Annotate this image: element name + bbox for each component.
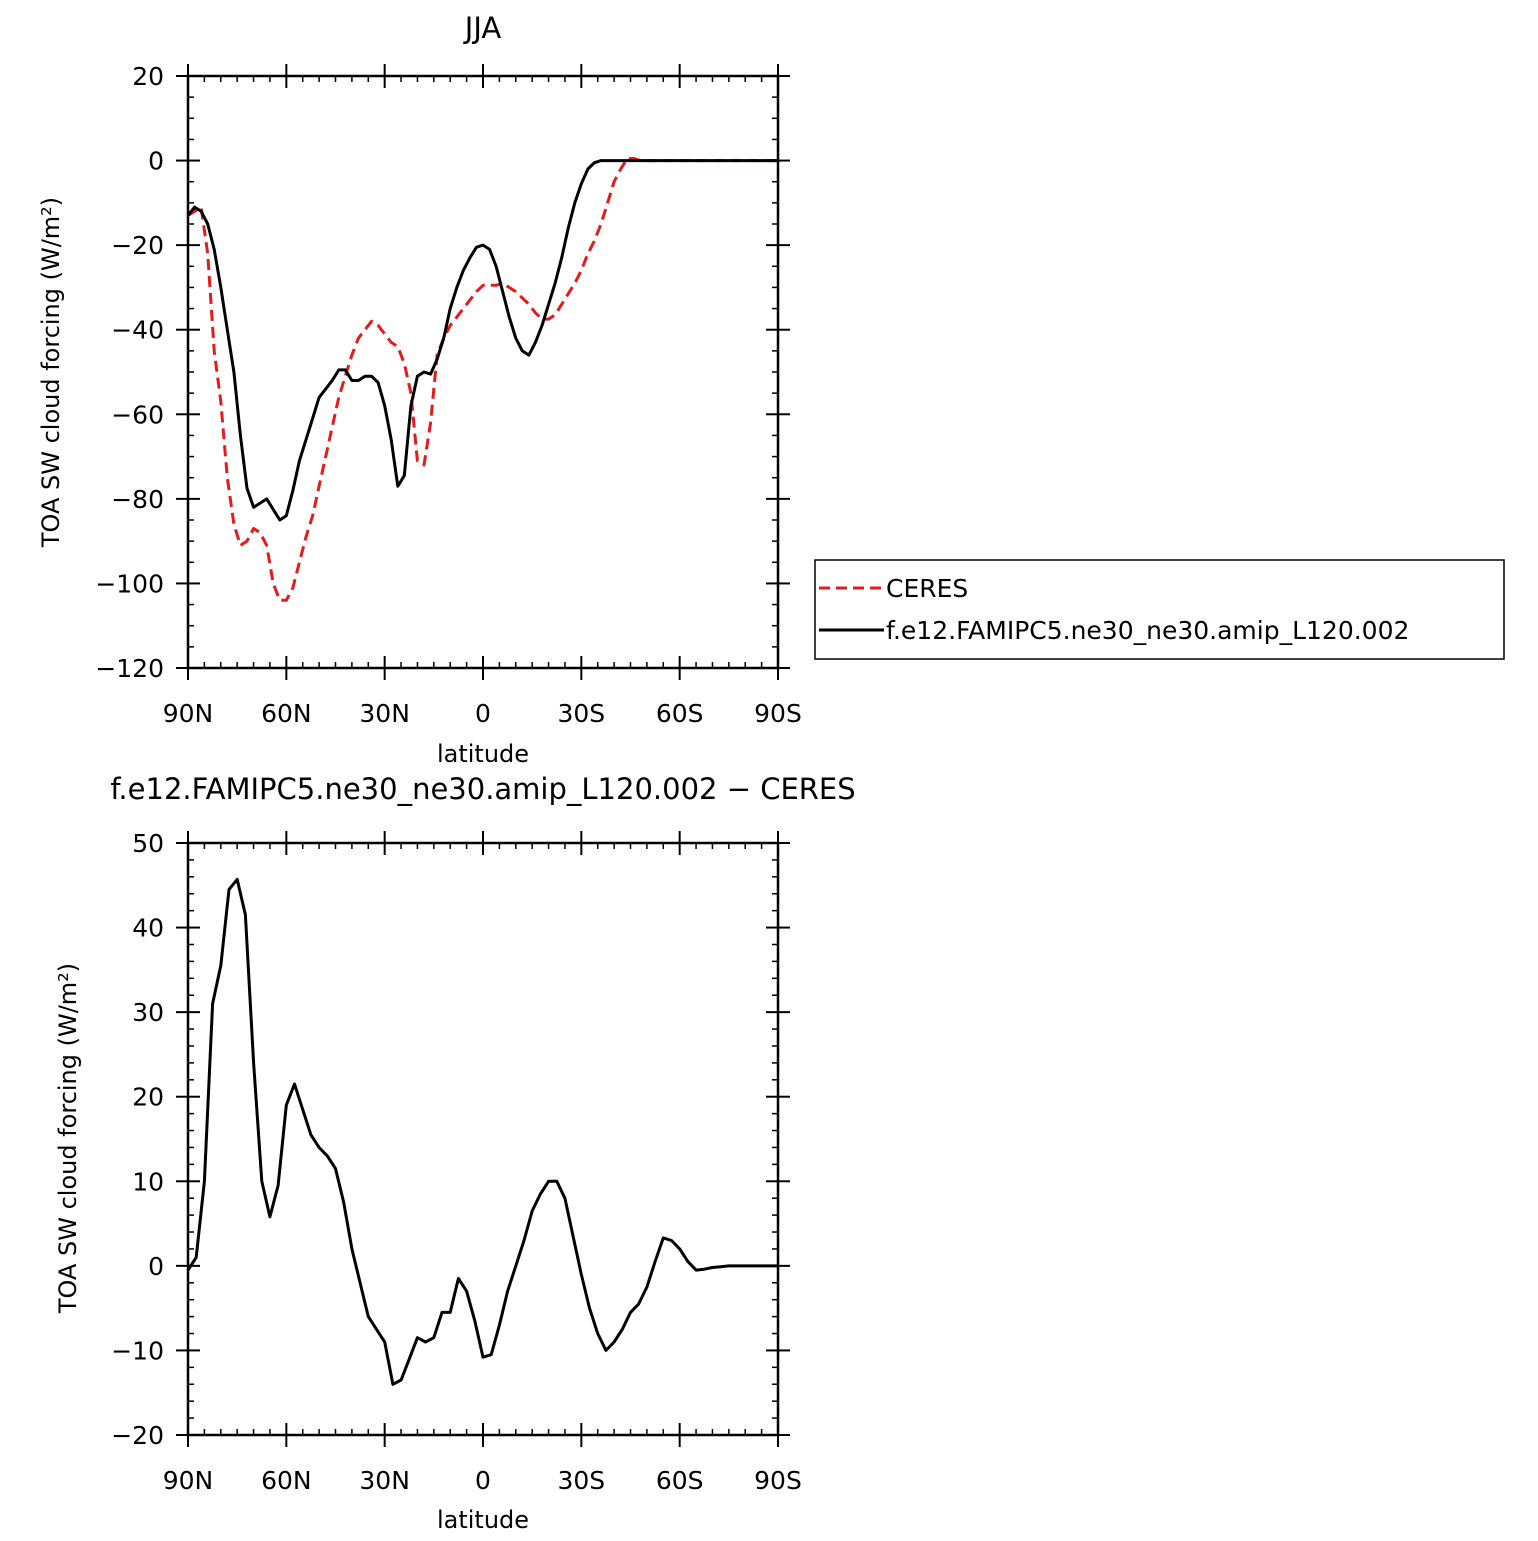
legend-box xyxy=(814,559,1505,660)
y-tick-label: −20 xyxy=(111,231,164,260)
top-x-tick-labels: 90N 60N 30N 0 30S 60S 90S xyxy=(163,699,802,728)
x-tick-label: 30S xyxy=(557,1466,605,1495)
y-tick-label: −60 xyxy=(111,400,164,429)
x-tick-label: 90S xyxy=(754,699,802,728)
x-tick-label: 60N xyxy=(261,1466,312,1495)
x-tick-label: 30N xyxy=(359,699,410,728)
top-series-lines xyxy=(186,157,778,602)
x-tick-label: 60N xyxy=(261,699,312,728)
bottom-x-axis-title: latitude xyxy=(437,1506,529,1534)
y-tick-label: −10 xyxy=(111,1336,164,1365)
y-tick-label: 20 xyxy=(132,62,164,91)
top-plot-title: JJA xyxy=(463,11,502,45)
y-tick-label: 10 xyxy=(132,1167,164,1196)
y-tick-label: −80 xyxy=(111,485,164,514)
x-tick-label: 0 xyxy=(475,1466,491,1495)
top-plot-frame xyxy=(186,74,780,670)
legend-label-model: f.e12.FAMIPC5.ne30_ne30.amip_L120.002 xyxy=(886,616,1409,645)
bottom-y-axis-title: TOA SW cloud forcing (W/m²) xyxy=(54,963,82,1314)
x-tick-label: 90S xyxy=(754,1466,802,1495)
top-panel: JJA 90N 60N 30N 0 30S 60S 90S 20 0 −20 −40 −60 −80 −… xyxy=(37,11,1505,768)
x-tick-label: 60S xyxy=(656,1466,704,1495)
y-tick-label: 0 xyxy=(148,1252,164,1281)
y-tick-label: −40 xyxy=(111,316,164,345)
bottom-y-tick-labels: 50 40 30 20 10 0 −10 −20 xyxy=(111,829,164,1450)
y-tick-label: 50 xyxy=(132,829,164,858)
top-axis-ticks xyxy=(176,64,790,680)
x-tick-label: 90N xyxy=(163,1466,214,1495)
difference-series-line xyxy=(186,877,778,1386)
y-tick-label: 0 xyxy=(148,147,164,176)
bottom-panel: f.e12.FAMIPC5.ne30_ne30.amip_L120.002 − … xyxy=(54,772,856,1534)
x-tick-label: 30S xyxy=(557,699,605,728)
top-y-axis-title: TOA SW cloud forcing (W/m²) xyxy=(37,197,65,548)
x-tick-label: 90N xyxy=(163,699,214,728)
y-tick-label: 20 xyxy=(132,1083,164,1112)
y-tick-label: 40 xyxy=(132,914,164,943)
legend-label-ceres: CERES xyxy=(886,574,968,603)
bottom-series-lines xyxy=(186,877,778,1386)
y-tick-label: −120 xyxy=(95,654,164,683)
x-tick-label: 0 xyxy=(475,699,491,728)
bottom-axis-ticks xyxy=(176,831,790,1447)
y-tick-label: −20 xyxy=(111,1421,164,1450)
ceres-series-line xyxy=(187,157,778,602)
bottom-plot-frame xyxy=(186,841,780,1437)
x-tick-label: 30N xyxy=(359,1466,410,1495)
y-tick-label: 30 xyxy=(132,998,164,1027)
y-tick-label: −100 xyxy=(95,569,164,598)
bottom-plot-title: f.e12.FAMIPC5.ne30_ne30.amip_L120.002 − … xyxy=(110,772,855,806)
top-x-axis-title: latitude xyxy=(437,740,529,768)
model-series-line xyxy=(186,159,778,522)
legend: CERES f.e12.FAMIPC5.ne30_ne30.amip_L120.… xyxy=(814,559,1505,660)
top-y-tick-labels: 20 0 −20 −40 −60 −80 −100 −120 xyxy=(95,62,164,683)
x-tick-label: 60S xyxy=(656,699,704,728)
bottom-x-tick-labels: 90N 60N 30N 0 30S 60S 90S xyxy=(163,1466,802,1495)
